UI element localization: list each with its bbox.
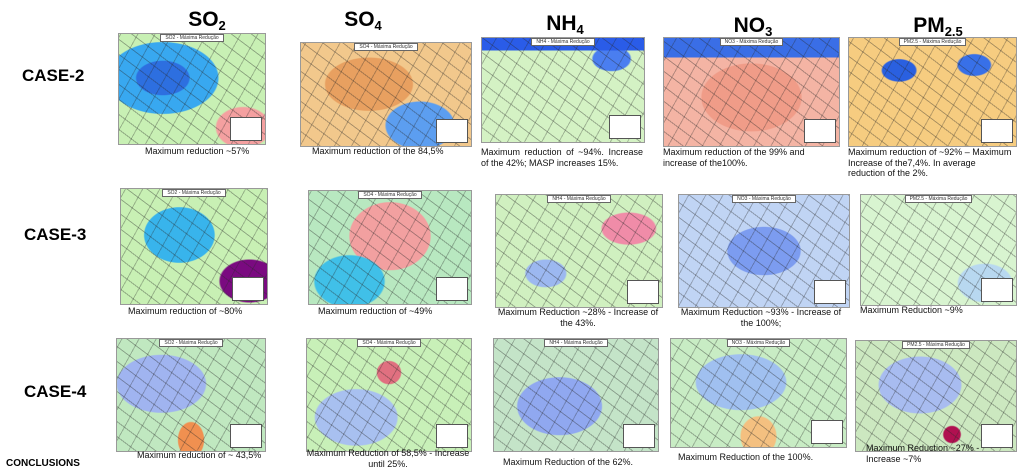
map: NO3 - Máxima Redução [678,194,850,308]
map-title: NO3 - Máxima Redução [732,195,796,203]
map-title-bar: SO4 - Máxima Redução [301,44,471,50]
map-legend [609,115,641,139]
header-subscript: 4 [375,18,382,33]
row-label: CASE-4 [24,382,86,402]
map-title: SO4 - Máxima Redução [358,191,421,199]
map: NO3 - Máxima Redução [663,37,840,147]
map-title-bar: PM2.5 - Máxima Redução [861,196,1016,202]
map-title: NH4 - Máxima Redução [531,38,594,46]
caption: Maximum reduction of ~49% [318,306,478,317]
map-title: NO3 - Máxima Redução [720,38,784,46]
column-header: SO2 [127,8,287,33]
column-header: NO3 [673,14,833,39]
map-title-bar: NO3 - Máxima Redução [664,39,839,45]
map: PM2.5 - Máxima Redução [860,194,1017,306]
map: NH4 - Máxima Redução [481,37,645,143]
map-title-bar: PM2.5 - Máxima Redução [856,342,1016,348]
map-legend [230,117,262,141]
map-legend [981,278,1013,302]
caption: Maximum Reduction of 58,5% - Increase un… [306,448,470,469]
caption: Maximum reduction ~57% [145,146,305,157]
map-legend [627,280,659,304]
header-subscript: 2 [219,18,226,33]
caption: Maximum Reduction ~9% [860,305,1015,316]
map-legend [623,424,655,448]
caption: Maximum reduction of the 99% and increas… [663,147,838,168]
map: SO4 - Máxima Redução [308,190,472,305]
map-title: SO4 - Máxima Redução [354,43,417,51]
map: SO4 - Máxima Redução [300,42,472,147]
map-title: NH4 - Máxima Redução [544,339,607,347]
caption: Maximum Reduction ~28% - Increase of the… [495,307,661,328]
map-legend [436,119,468,143]
map-legend [811,420,843,444]
header-subscript: 4 [577,22,584,37]
map: PM2.5 - Máxima Redução [848,37,1017,147]
map: NH4 - Máxima Redução [495,194,663,308]
caption: Maximum Reduction ~93% - Increase of the… [676,307,846,328]
caption: Maximum reduction of ~94%. Increase of t… [481,147,643,168]
map-legend [436,277,468,301]
map-title: SO4 - Máxima Redução [357,339,420,347]
map-title-bar: NH4 - Máxima Redução [494,340,658,346]
header-base: SO [344,8,374,31]
map: SO2 - Máxima Redução [116,338,266,452]
row-label: CASE-3 [24,225,86,245]
header-base: SO [188,8,218,31]
caption: Maximum reduction of ~92% – Maximum Incr… [848,147,1015,179]
footer-heading: CONCLUSIONS [6,458,80,469]
content: SO2SO4NH4NO3PM2.5CASE-2SO2 - Máxima Redu… [0,0,1020,469]
map-legend [981,119,1013,143]
column-header: NH4 [485,12,645,37]
caption: Maximum Reduction of the 100%. [678,452,848,463]
map-legend [814,280,846,304]
map-legend [232,277,264,301]
column-header: SO4 [283,8,443,33]
map: PM2.5 - Máxima Redução [855,340,1017,452]
caption: Maximum reduction of ~ 43,5% [137,450,287,461]
map: SO2 - Máxima Redução [118,33,266,145]
column-header: PM2.5 [858,14,1018,39]
map-legend [804,119,836,143]
map-title: PM2.5 - Máxima Redução [905,195,973,203]
map-title-bar: NH4 - Máxima Redução [482,39,644,45]
map: NO3 - Máxima Redução [670,338,847,448]
row-label: CASE-2 [22,66,84,86]
map-title: SO2 - Máxima Redução [159,339,222,347]
caption: Maximum Reduction ~27% - Increase ~7% [866,443,1016,464]
header-base: NH [546,12,576,35]
caption: Maximum Reduction of the 62%. [503,457,667,468]
map-title: PM2.5 - Máxima Redução [899,38,967,46]
map-legend [436,424,468,448]
map-title-bar: NH4 - Máxima Redução [496,196,662,202]
caption: Maximum reduction of the 84,5% [312,146,482,157]
map-title: SO2 - Máxima Redução [162,189,225,197]
map-title-bar: NO3 - Máxima Redução [679,196,849,202]
map-title-bar: SO2 - Máxima Redução [121,190,267,196]
header-base: NO [734,14,766,37]
map-title-bar: NO3 - Máxima Redução [671,340,846,346]
map-title-bar: SO4 - Máxima Redução [307,340,471,346]
map-title: SO2 - Máxima Redução [160,34,223,42]
map-title: NH4 - Máxima Redução [547,195,610,203]
map-title-bar: SO4 - Máxima Redução [309,192,471,198]
map: SO4 - Máxima Redução [306,338,472,452]
map-title: PM2.5 - Máxima Redução [902,341,970,349]
map-title-bar: SO2 - Máxima Redução [119,35,265,41]
map: NH4 - Máxima Redução [493,338,659,452]
map-title-bar: PM2.5 - Máxima Redução [849,39,1016,45]
map-title-bar: SO2 - Máxima Redução [117,340,265,346]
map: SO2 - Máxima Redução [120,188,268,305]
caption: Maximum reduction of ~80% [128,306,278,317]
map-legend [230,424,262,448]
map-title: NO3 - Máxima Redução [727,339,791,347]
header-base: PM [913,14,945,37]
slide: {"columns": [ {"base": "SO", "sub": "2",… [0,0,1020,469]
